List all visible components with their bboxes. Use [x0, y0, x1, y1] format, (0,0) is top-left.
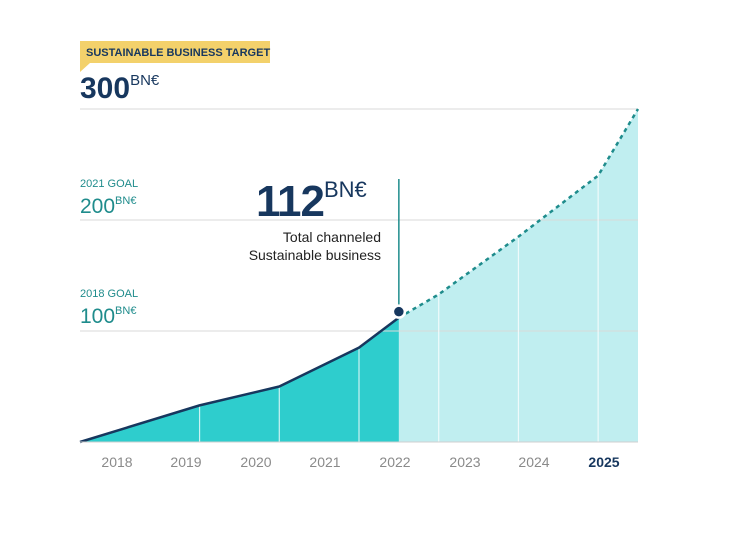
- x-axis-tick-labels: 2018 2019 2020 2021 2022 2023 2024 2025: [101, 454, 619, 470]
- current-value-text: 112BN€: [256, 177, 367, 226]
- target-value-text: 300BN€: [80, 72, 160, 105]
- goal-2018-label: 2018 GOAL: [80, 288, 138, 300]
- current-caption-line2: Sustainable business: [249, 247, 381, 263]
- target-badge: SUSTAINABLE BUSINESS TARGET: [80, 41, 270, 72]
- x-tick-label: 2025: [588, 454, 619, 470]
- target-badge-shape: [80, 41, 270, 72]
- goal-2018-unit: BN€: [115, 305, 136, 317]
- chart-gridlines: [80, 108, 638, 332]
- goal-2021-unit: BN€: [115, 195, 136, 207]
- target-badge-label: SUSTAINABLE BUSINESS TARGET: [86, 47, 270, 59]
- x-tick-label: 2020: [240, 454, 271, 470]
- x-tick-label: 2024: [518, 454, 549, 470]
- target-value: 300: [80, 72, 130, 105]
- current-caption-line1: Total channeled: [283, 229, 381, 245]
- current-unit: BN€: [324, 177, 367, 202]
- x-tick-label: 2021: [309, 454, 340, 470]
- x-tick-label: 2022: [379, 454, 410, 470]
- x-tick-label: 2023: [449, 454, 480, 470]
- chart-separators: [198, 175, 599, 442]
- goal-2021-label: 2021 GOAL: [80, 178, 138, 190]
- projected-line: [398, 108, 640, 319]
- x-tick-label: 2018: [101, 454, 132, 470]
- actual-line: [79, 316, 400, 444]
- current-value-marker[interactable]: [391, 304, 407, 319]
- actual-area: [80, 317, 399, 442]
- chart-lines: [79, 108, 640, 444]
- goal-2021-value: 200: [80, 195, 115, 218]
- goal-2018-value: 100: [80, 305, 115, 328]
- target-unit: BN€: [130, 72, 160, 89]
- current-value: 112: [256, 177, 324, 226]
- x-tick-label: 2019: [170, 454, 201, 470]
- goal-2018-value-text: 100BN€: [80, 305, 136, 328]
- goal-2021-value-text: 200BN€: [80, 195, 136, 218]
